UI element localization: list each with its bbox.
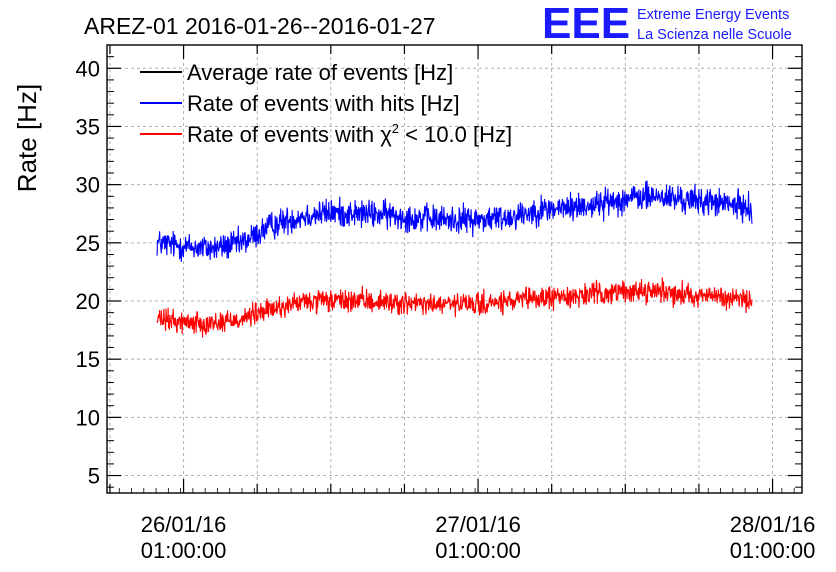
legend: Average rate of events [Hz] Rate of even…: [140, 60, 512, 147]
legend-label-average: Average rate of events [Hz]: [187, 60, 453, 85]
y-tick-label: 5: [88, 464, 100, 489]
eee-logo-line2: La Scienza nelle Scuole: [637, 27, 792, 43]
x-tick-label-date: 27/01/16: [435, 512, 521, 537]
x-tick-label-date: 28/01/16: [730, 512, 816, 537]
y-tick-label: 40: [76, 56, 100, 81]
eee-logo-line1: Extreme Energy Events: [637, 7, 789, 23]
x-tick-label-time: 01:00:00: [141, 538, 227, 563]
series-layer: [156, 180, 753, 338]
y-tick-label: 30: [76, 173, 100, 198]
y-axis-label: Rate [Hz]: [12, 84, 42, 192]
grid-lines: [107, 45, 802, 493]
legend-label-chi2-main: Rate of events with: [187, 122, 380, 147]
legend-label-chi2-tail: < 10.0 [Hz]: [399, 122, 512, 147]
x-tick-label-date: 26/01/16: [141, 512, 227, 537]
legend-label-chi2-symbol: χ: [380, 122, 392, 147]
legend-label-hits: Rate of events with hits [Hz]: [187, 91, 460, 116]
y-tick-labels: 5 10 15 20 25 30 35 40: [76, 56, 100, 488]
x-tick-labels: 26/01/1601:00:0027/01/1601:00:0028/01/16…: [141, 512, 816, 563]
eee-logo: EEE Extreme Energy Events La Scienza nel…: [542, 0, 792, 48]
series-line-chi2: [156, 277, 753, 338]
x-tick-label-time: 01:00:00: [730, 538, 816, 563]
eee-logo-mark: EEE: [542, 0, 630, 48]
chart-title: AREZ-01 2016-01-26--2016-01-27: [84, 13, 436, 39]
legend-label-chi2-sup: 2: [392, 121, 399, 136]
x-tick-label-time: 01:00:00: [435, 538, 521, 563]
legend-label-chi2: Rate of events with χ2 < 10.0 [Hz]: [187, 121, 512, 147]
y-tick-label: 35: [76, 114, 100, 139]
series-line-hits: [156, 180, 753, 262]
y-tick-label: 20: [76, 289, 100, 314]
y-tick-label: 25: [76, 231, 100, 256]
y-tick-label: 15: [76, 347, 100, 372]
plot-frame: [106, 44, 803, 494]
y-tick-label: 10: [76, 405, 100, 430]
axis-ticks: [107, 44, 802, 493]
